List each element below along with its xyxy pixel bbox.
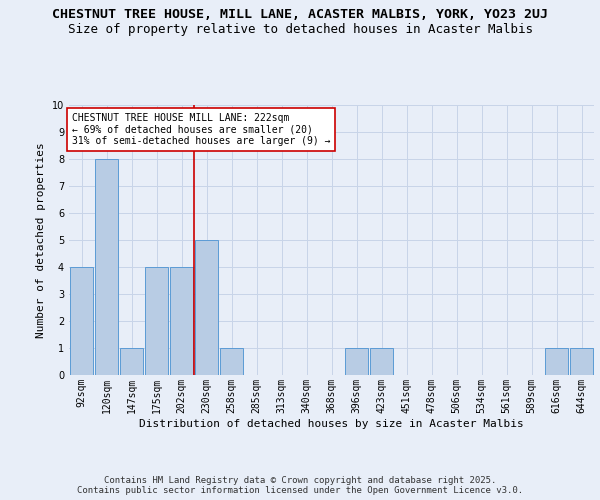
Bar <box>95 159 118 375</box>
Bar <box>370 348 394 375</box>
Text: CHESTNUT TREE HOUSE, MILL LANE, ACASTER MALBIS, YORK, YO23 2UJ: CHESTNUT TREE HOUSE, MILL LANE, ACASTER … <box>52 8 548 20</box>
Bar <box>194 240 218 375</box>
Bar <box>344 348 368 375</box>
Text: CHESTNUT TREE HOUSE MILL LANE: 222sqm
← 69% of detached houses are smaller (20)
: CHESTNUT TREE HOUSE MILL LANE: 222sqm ← … <box>71 113 330 146</box>
Bar <box>569 348 593 375</box>
Text: Contains HM Land Registry data © Crown copyright and database right 2025.
Contai: Contains HM Land Registry data © Crown c… <box>77 476 523 495</box>
Bar <box>220 348 244 375</box>
Bar <box>70 267 94 375</box>
Y-axis label: Number of detached properties: Number of detached properties <box>37 142 46 338</box>
X-axis label: Distribution of detached houses by size in Acaster Malbis: Distribution of detached houses by size … <box>139 418 524 428</box>
Bar <box>119 348 143 375</box>
Bar <box>545 348 568 375</box>
Bar <box>145 267 169 375</box>
Bar <box>170 267 193 375</box>
Text: Size of property relative to detached houses in Acaster Malbis: Size of property relative to detached ho… <box>67 22 533 36</box>
